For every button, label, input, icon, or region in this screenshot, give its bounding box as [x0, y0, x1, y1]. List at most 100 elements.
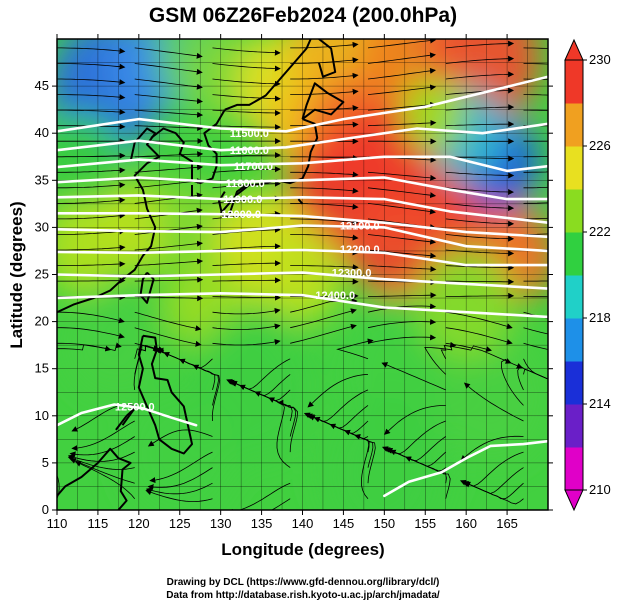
streamline: [523, 202, 548, 204]
streamline: [134, 258, 204, 266]
streamline: [134, 192, 203, 204]
streamline: [212, 124, 281, 131]
x-tick-label: 120: [128, 516, 150, 531]
contour-line: [57, 403, 198, 427]
streamline: [147, 429, 213, 447]
y-tick-label: 45: [35, 78, 49, 93]
streamline: [212, 307, 281, 315]
streamline: [367, 171, 437, 181]
contour-label: 12000.0: [221, 209, 261, 221]
streamline: [57, 152, 126, 159]
credit-drawing: Drawing by DCL (https://www.gfd-dennou.o…: [167, 577, 440, 588]
y-tick-label: 35: [35, 172, 49, 187]
colorbar-tick-label: 210: [589, 482, 611, 497]
colorbar-tick-label: 222: [589, 224, 611, 239]
streamline: [212, 166, 281, 173]
streamline: [367, 334, 437, 344]
contour-line: [57, 176, 548, 201]
streamline: [463, 382, 524, 422]
coastline-segment: [139, 271, 155, 304]
streamline: [445, 218, 515, 227]
streamline: [57, 480, 58, 484]
streamline: [57, 167, 126, 174]
y-tick-label: 20: [35, 314, 49, 329]
streamline: [57, 108, 126, 115]
streamline: [57, 244, 126, 251]
streamline: [134, 164, 204, 173]
streamline: [57, 327, 125, 339]
streamline: [276, 399, 291, 468]
streamline: [445, 234, 515, 242]
streamline: [336, 338, 374, 360]
streamline: [290, 41, 359, 49]
contour-line: [57, 292, 548, 319]
streamline: [134, 63, 203, 75]
streamline: [290, 105, 359, 112]
streamline: [69, 436, 135, 458]
streamline: [523, 296, 548, 298]
coastline-segment: [297, 198, 304, 205]
streamline: [307, 374, 369, 408]
colorbar-tick-label: 230: [589, 52, 611, 67]
x-tick-label: 145: [333, 516, 355, 531]
streamline: [445, 40, 515, 49]
streamline: [445, 203, 515, 212]
streamline: [57, 436, 58, 437]
chart-title: GSM 06Z26Feb2024 (200.0hPa): [149, 4, 457, 27]
y-tick-label: 15: [35, 361, 49, 376]
streamline: [145, 489, 213, 502]
x-tick-label: 110: [47, 516, 68, 531]
streamline: [134, 311, 202, 332]
streamline: [57, 342, 122, 351]
colorbar-tick-label: 218: [589, 310, 611, 325]
streamline: [309, 389, 369, 422]
colorbar-min-arrow: [564, 489, 584, 512]
contour-label: 12400.0: [315, 290, 355, 302]
contour-label: 11900.0: [223, 194, 262, 206]
colorbar-segment: [565, 232, 583, 276]
plot-area: 11500.0 11600.0 11700.0 11800.0 11900.0 12000…: [57, 39, 548, 510]
streamline: [367, 67, 436, 80]
streamline: [290, 57, 359, 64]
y-tick-label: 5: [42, 455, 49, 470]
x-tick-label: 125: [169, 516, 191, 531]
streamline: [367, 249, 437, 259]
contour-label: 12200.0: [340, 244, 380, 256]
streamline: [381, 362, 446, 391]
streamline: [523, 368, 548, 380]
y-tick-label: 0: [42, 502, 49, 517]
streamline: [57, 78, 126, 86]
streamline: [57, 197, 126, 204]
streamline: [367, 292, 437, 299]
streamline: [57, 94, 126, 101]
streamline: [445, 278, 515, 285]
streamline: [445, 292, 515, 299]
colorbar-segment: [565, 146, 583, 190]
streamline: [290, 278, 359, 285]
streamline: [74, 461, 136, 499]
streamline: [367, 101, 437, 111]
streamline: [367, 303, 437, 313]
streamline: [57, 277, 126, 284]
streamline: [384, 405, 446, 435]
x-tick-label: 115: [88, 516, 109, 531]
streamline: [57, 182, 126, 189]
streamline: [69, 458, 135, 484]
credit-data: Data from http://database.rish.kyoto-u.a…: [166, 590, 440, 601]
streamline: [523, 342, 548, 350]
streamline: [57, 451, 58, 453]
streamline: [523, 47, 548, 49]
streamline: [212, 260, 281, 267]
streamline: [212, 323, 281, 330]
streamline: [367, 52, 436, 64]
colorbar-segment: [565, 275, 583, 319]
streamline: [367, 84, 437, 95]
colorbar-tick-label: 226: [589, 138, 611, 153]
contour-label: 11700.0: [234, 161, 273, 173]
streamline: [134, 240, 203, 251]
streamline: [57, 261, 126, 268]
y-tick-label: 25: [35, 267, 49, 282]
streamline: [57, 212, 126, 220]
streamline: [523, 186, 548, 189]
